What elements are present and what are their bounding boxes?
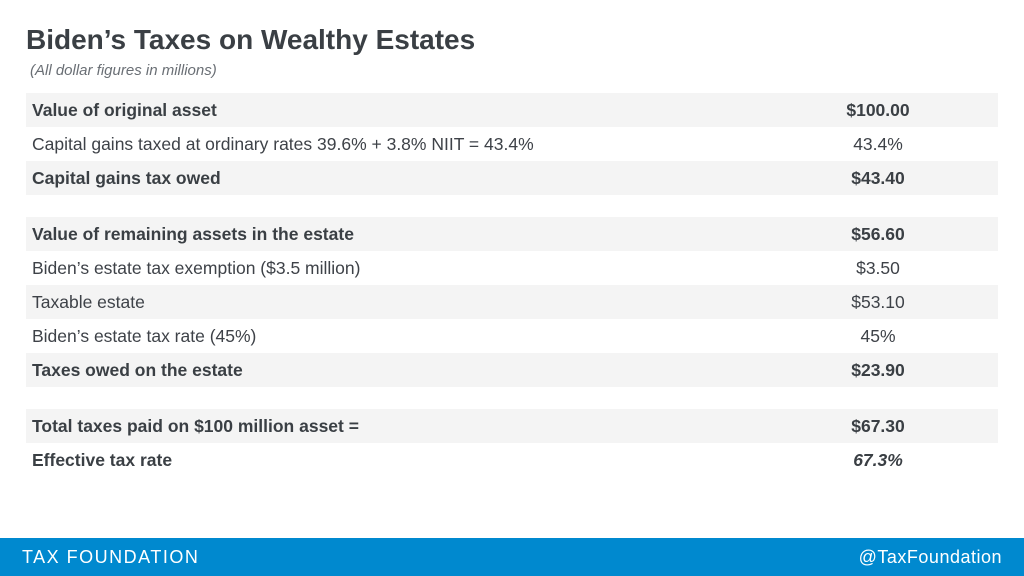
row-label: Taxable estate: [32, 292, 768, 313]
table-row: Biden’s estate tax exemption ($3.5 milli…: [26, 251, 998, 285]
row-value: $23.90: [768, 360, 988, 381]
content-area: Biden’s Taxes on Wealthy Estates (All do…: [0, 0, 1024, 538]
table-row: Biden’s estate tax rate (45%)45%: [26, 319, 998, 353]
row-label: Capital gains taxed at ordinary rates 39…: [32, 134, 768, 155]
row-value: $3.50: [768, 258, 988, 279]
tax-table: Value of original asset$100.00Capital ga…: [26, 93, 998, 477]
table-row: Taxable estate$53.10: [26, 285, 998, 319]
row-value: $56.60: [768, 224, 988, 245]
table-row: Capital gains tax owed$43.40: [26, 161, 998, 195]
row-value: 43.4%: [768, 134, 988, 155]
table-row: Effective tax rate67.3%: [26, 443, 998, 477]
row-label: Taxes owed on the estate: [32, 360, 768, 381]
row-label: Capital gains tax owed: [32, 168, 768, 189]
table-row: Taxes owed on the estate$23.90: [26, 353, 998, 387]
row-value: 67.3%: [768, 450, 988, 471]
table-row: Value of remaining assets in the estate$…: [26, 217, 998, 251]
row-label: Effective tax rate: [32, 450, 768, 471]
row-value: $100.00: [768, 100, 988, 121]
row-label: Value of original asset: [32, 100, 768, 121]
table-spacer: [26, 387, 998, 409]
table-spacer: [26, 195, 998, 217]
footer-org: TAX FOUNDATION: [22, 547, 199, 568]
row-value: $67.30: [768, 416, 988, 437]
row-label: Biden’s estate tax exemption ($3.5 milli…: [32, 258, 768, 279]
table-row: Value of original asset$100.00: [26, 93, 998, 127]
row-label: Biden’s estate tax rate (45%): [32, 326, 768, 347]
table-row: Capital gains taxed at ordinary rates 39…: [26, 127, 998, 161]
row-label: Total taxes paid on $100 million asset =: [32, 416, 768, 437]
row-value: $53.10: [768, 292, 988, 313]
page-title: Biden’s Taxes on Wealthy Estates: [26, 24, 998, 56]
row-label: Value of remaining assets in the estate: [32, 224, 768, 245]
row-value: 45%: [768, 326, 988, 347]
page-subtitle: (All dollar figures in millions): [26, 62, 998, 79]
footer-bar: TAX FOUNDATION @TaxFoundation: [0, 538, 1024, 576]
footer-handle: @TaxFoundation: [859, 547, 1002, 568]
row-value: $43.40: [768, 168, 988, 189]
table-row: Total taxes paid on $100 million asset =…: [26, 409, 998, 443]
